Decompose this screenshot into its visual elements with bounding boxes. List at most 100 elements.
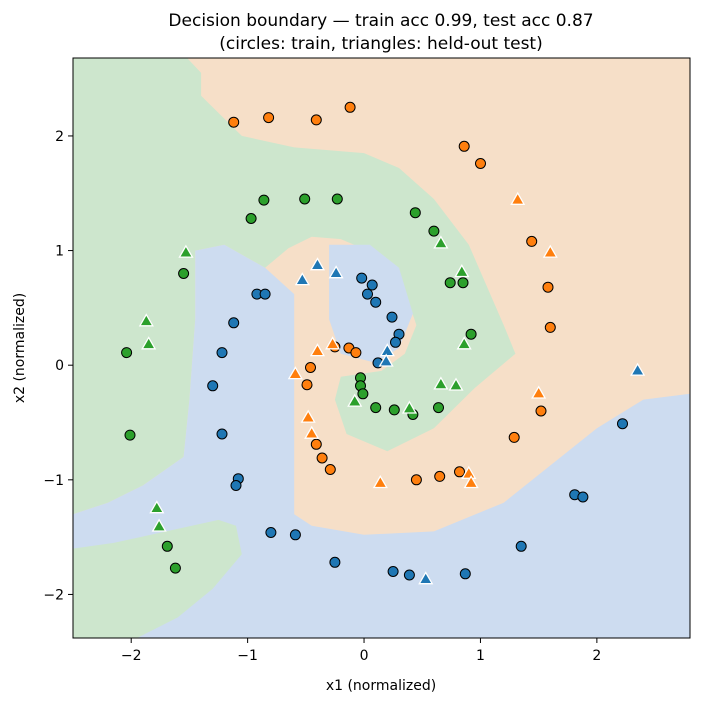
y-axis-label: x2 (normalized) — [12, 293, 28, 403]
test-point-orange — [304, 425, 320, 439]
train-point-green — [258, 194, 270, 206]
train-point-orange — [434, 470, 446, 482]
chart-title: Decision boundary — train acc 0.99, test… — [168, 11, 593, 31]
test-point-blue — [309, 257, 326, 271]
train-point-green — [357, 388, 369, 400]
test-point-green — [141, 336, 157, 350]
test-point-blue — [418, 571, 434, 585]
test-point-orange — [461, 465, 477, 479]
plot-frame — [72, 57, 691, 639]
train-point-orange — [316, 452, 328, 464]
chart-subtitle: (circles: train, triangles: held-out tes… — [219, 34, 542, 54]
train-point-orange — [228, 116, 240, 128]
y-tick-label: −1 — [43, 473, 64, 489]
test-point-blue — [294, 272, 310, 286]
test-point-green — [454, 263, 470, 278]
test-point-green — [347, 393, 363, 407]
train-point-green — [124, 429, 136, 441]
train-point-orange — [310, 114, 322, 126]
test-point-orange — [542, 244, 558, 258]
x-axis-label: x1 (normalized) — [326, 678, 436, 694]
test-point-green — [433, 376, 449, 390]
train-point-orange — [301, 379, 313, 391]
train-point-green — [299, 193, 311, 205]
y-tick-label: −2 — [43, 587, 64, 603]
test-point-blue — [328, 265, 344, 279]
train-point-orange — [535, 405, 547, 417]
train-point-blue — [265, 527, 277, 538]
train-point-orange — [508, 431, 520, 443]
train-point-blue — [403, 569, 415, 581]
test-point-green — [456, 336, 472, 350]
test-point-green — [178, 244, 194, 258]
train-point-blue — [259, 288, 271, 300]
train-point-orange — [454, 466, 465, 478]
plot-area — [73, 58, 690, 638]
region-green-lower — [73, 519, 242, 638]
train-point-orange — [458, 140, 470, 152]
x-tick-label: 0 — [360, 648, 369, 664]
test-point-orange — [325, 336, 341, 350]
x-axis: −2 −1 0 1 2 — [121, 638, 601, 664]
x-tick-label: 2 — [592, 648, 601, 664]
train-point-blue — [216, 428, 228, 440]
y-tick-label: 1 — [55, 244, 64, 260]
train-point-green — [245, 213, 257, 224]
train-point-blue — [515, 540, 527, 552]
train-point-green — [388, 404, 400, 416]
y-axis: −2 −1 0 1 2 — [43, 129, 73, 603]
x-tick-label: 1 — [476, 648, 485, 664]
train-point-blue — [390, 336, 401, 348]
test-point-green — [401, 400, 418, 414]
test-point-orange — [300, 409, 316, 423]
test-point-blue — [630, 362, 646, 376]
train-point-blue — [387, 566, 399, 577]
region-green — [73, 58, 516, 515]
train-point-blue — [366, 279, 378, 291]
train-point-green — [457, 277, 469, 289]
train-point-blue — [362, 288, 373, 300]
train-point-green — [169, 562, 181, 574]
test-point-orange — [372, 474, 388, 489]
train-point-green — [444, 277, 456, 289]
train-point-orange — [410, 474, 422, 486]
train-point-green — [465, 328, 477, 340]
train-point-orange — [544, 321, 556, 333]
train-point-green — [370, 402, 382, 414]
train-point-blue — [230, 480, 242, 491]
test-point-orange — [510, 191, 526, 205]
train-point-blue — [386, 311, 398, 323]
train-point-blue — [216, 347, 228, 359]
y-tick-label: 2 — [55, 129, 64, 145]
test-point-green — [138, 313, 154, 327]
y-tick-label: 0 — [55, 358, 64, 374]
train-point-orange — [310, 438, 322, 450]
train-point-blue — [617, 418, 628, 430]
train-point-orange — [526, 235, 538, 247]
train-point-blue — [356, 272, 368, 284]
train-point-blue — [289, 529, 301, 541]
train-point-green — [178, 268, 190, 279]
train-point-orange — [542, 281, 554, 293]
test-point-orange — [531, 385, 547, 399]
test-point-orange — [309, 343, 326, 357]
train-point-green — [433, 402, 444, 414]
train-point-orange — [324, 464, 336, 475]
train-point-blue — [228, 317, 240, 329]
test-point-blue — [378, 353, 394, 367]
train-point-orange — [305, 362, 316, 373]
train-point-blue — [577, 491, 589, 503]
train-point-green — [428, 225, 440, 237]
test-point-green — [149, 500, 165, 514]
train-point-orange — [263, 112, 275, 124]
train-point-orange — [344, 101, 356, 113]
test-point-orange — [463, 474, 479, 489]
train-point-blue — [329, 556, 341, 568]
train-point-green — [121, 347, 133, 359]
x-tick-label: −2 — [121, 648, 142, 664]
train-point-blue — [370, 296, 382, 308]
test-point-green — [433, 235, 449, 249]
train-point-orange — [475, 158, 486, 169]
x-tick-label: −1 — [237, 648, 258, 664]
